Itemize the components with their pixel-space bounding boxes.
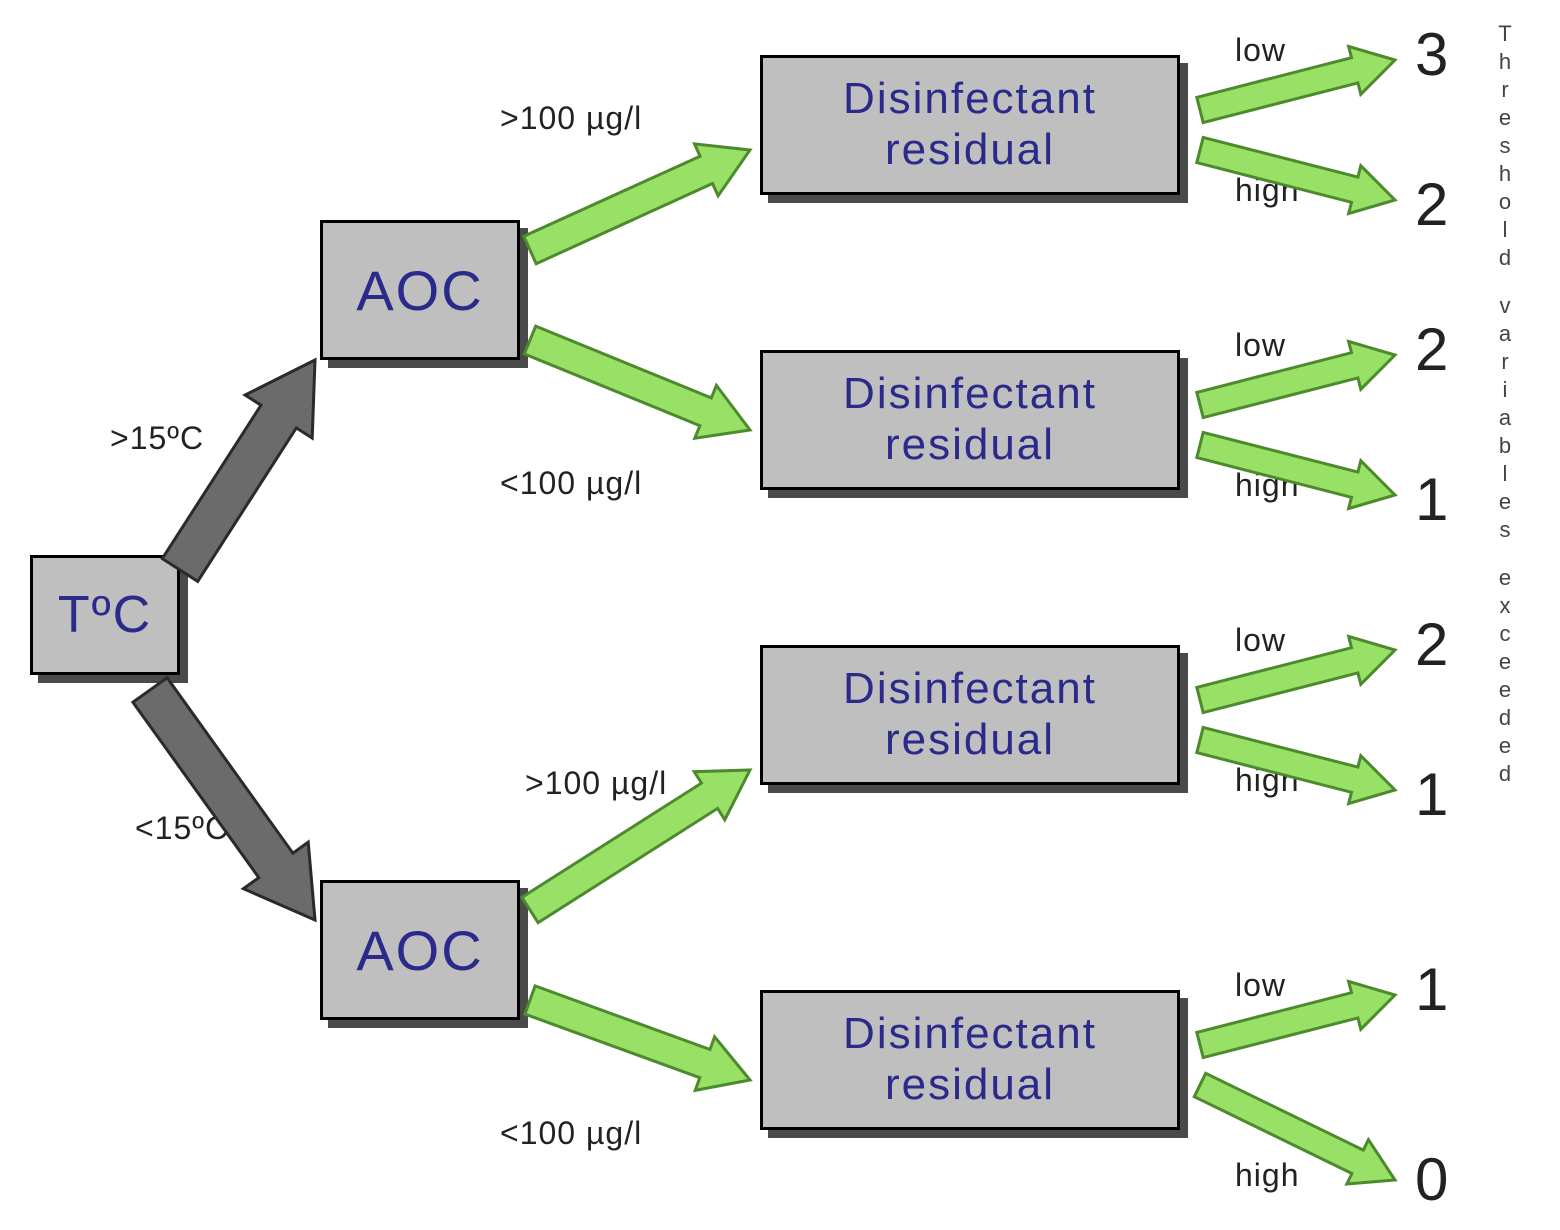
arrow-a_dr1_up xyxy=(1197,46,1395,122)
arrow-a_root_dn xyxy=(133,678,315,920)
arrow-a_dr4_dn xyxy=(1194,1073,1395,1184)
arrow-a_dr1_dn xyxy=(1197,137,1395,213)
arrow-a_dr2_up xyxy=(1197,341,1395,417)
arrow-a_aoc1_dn xyxy=(524,326,750,438)
arrow-a_aoc2_dn xyxy=(525,986,750,1091)
arrow-a_aoc2_up xyxy=(522,770,750,923)
arrow-a_dr3_dn xyxy=(1197,727,1395,803)
arrow-a_dr4_up xyxy=(1197,981,1395,1057)
arrow-a_root_up xyxy=(162,360,315,581)
arrow-a_dr3_up xyxy=(1197,636,1395,712)
arrow-a_dr2_dn xyxy=(1197,432,1395,508)
arrow-a_aoc1_up xyxy=(524,144,750,264)
arrow-layer xyxy=(0,0,1560,1230)
